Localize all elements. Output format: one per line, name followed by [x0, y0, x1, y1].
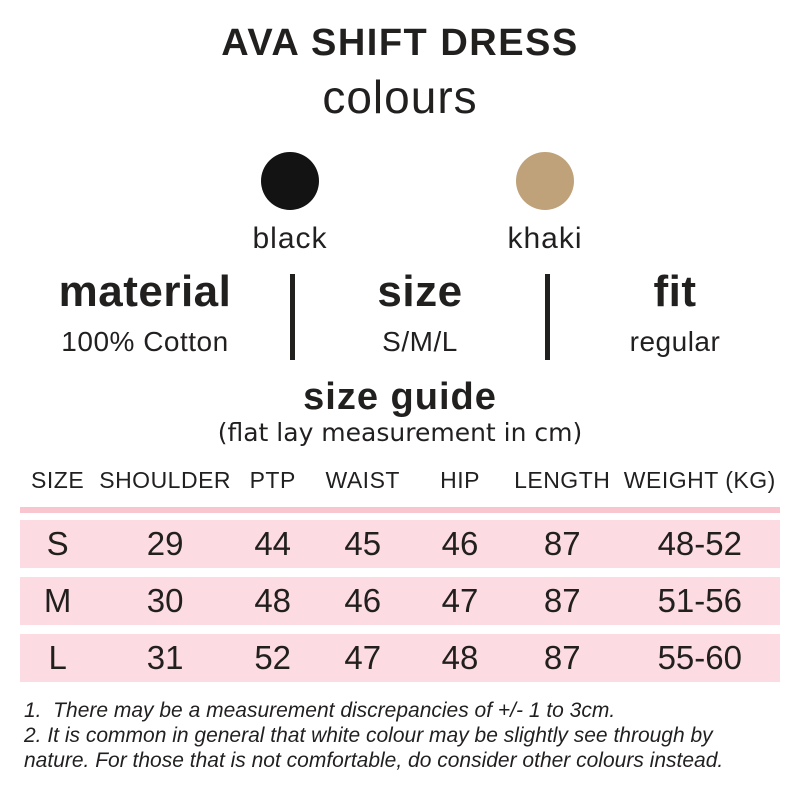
column-header-size: SIZE: [31, 466, 85, 493]
fit-label: fit: [653, 267, 697, 316]
footnote-see-through: 2. It is common in general that white co…: [24, 723, 724, 772]
product-title: AVA SHIFT DRESS: [221, 22, 579, 64]
fit-value: regular: [629, 326, 721, 357]
row-s-waist: 45: [344, 524, 382, 562]
row-s-length: 87: [543, 524, 581, 562]
column-header-length: LENGTH: [514, 466, 611, 493]
table-divider-rule: [20, 506, 780, 513]
row-m-length: 87: [543, 581, 581, 619]
row-l-shoulder: 31: [146, 638, 184, 676]
khaki-colour-circle: [516, 152, 574, 210]
table-row-l: L 31 52 47 48 87 55-60: [20, 633, 780, 682]
size-guide-table: SIZE SHOULDER PTP WAIST HIP LENGTH WEIGH…: [20, 467, 780, 682]
column-header-ptp: PTP: [249, 466, 296, 493]
column-header-weight: WEIGHT (KG): [623, 466, 776, 493]
column-header-waist: WAIST: [325, 466, 400, 493]
black-colour-label: black: [252, 222, 328, 255]
spec-material: material 100% Cotton: [0, 270, 290, 360]
divider-bar: [545, 274, 550, 360]
row-l-ptp: 52: [254, 638, 292, 676]
spec-size: size S/M/L: [295, 270, 545, 360]
row-m-weight: 51-56: [657, 581, 742, 619]
swatch-khaki: khaki: [485, 152, 605, 256]
row-s-weight: 48-52: [657, 524, 742, 562]
row-m-hip: 47: [441, 581, 479, 619]
size-label: size: [377, 267, 463, 316]
row-l-weight: 55-60: [657, 638, 742, 676]
row-m-ptp: 48: [254, 581, 292, 619]
divider-bar: [290, 274, 295, 360]
row-l-size: L: [48, 638, 67, 676]
swatch-black: black: [230, 152, 350, 256]
row-l-waist: 47: [344, 638, 382, 676]
footnote-measurement: 1. There may be a measurement discrepanc…: [24, 698, 616, 722]
table-row-m: M 30 48 46 47 87 51-56: [20, 576, 780, 625]
colours-heading: colours: [322, 71, 478, 123]
size-guide-title: size guide: [303, 376, 497, 418]
khaki-colour-label: khaki: [507, 222, 583, 255]
column-header-hip: HIP: [440, 466, 480, 493]
size-guide-subtitle: (flat lay measurement in cm): [217, 418, 583, 447]
row-l-hip: 48: [441, 638, 479, 676]
row-s-shoulder: 29: [146, 524, 184, 562]
material-label: material: [58, 267, 232, 316]
footnotes: 1. There may be a measurement discrepanc…: [24, 698, 776, 774]
table-row-s: S 29 44 45 46 87 48-52: [20, 519, 780, 568]
row-l-length: 87: [543, 638, 581, 676]
specs-row: material 100% Cotton size S/M/L fit regu…: [0, 270, 800, 360]
material-value: 100% Cotton: [61, 326, 229, 357]
row-m-shoulder: 30: [146, 581, 184, 619]
row-s-ptp: 44: [254, 524, 292, 562]
size-value: S/M/L: [382, 326, 458, 357]
black-colour-circle: [261, 152, 319, 210]
table-header-row: SIZE SHOULDER PTP WAIST HIP LENGTH WEIGH…: [20, 467, 780, 494]
row-m-waist: 46: [344, 581, 382, 619]
row-s-hip: 46: [441, 524, 479, 562]
row-s-size: S: [46, 524, 69, 562]
spec-fit: fit regular: [550, 270, 800, 360]
row-m-size: M: [43, 581, 72, 619]
column-header-shoulder: SHOULDER: [99, 466, 232, 493]
colour-swatches: black khaki: [0, 152, 800, 256]
